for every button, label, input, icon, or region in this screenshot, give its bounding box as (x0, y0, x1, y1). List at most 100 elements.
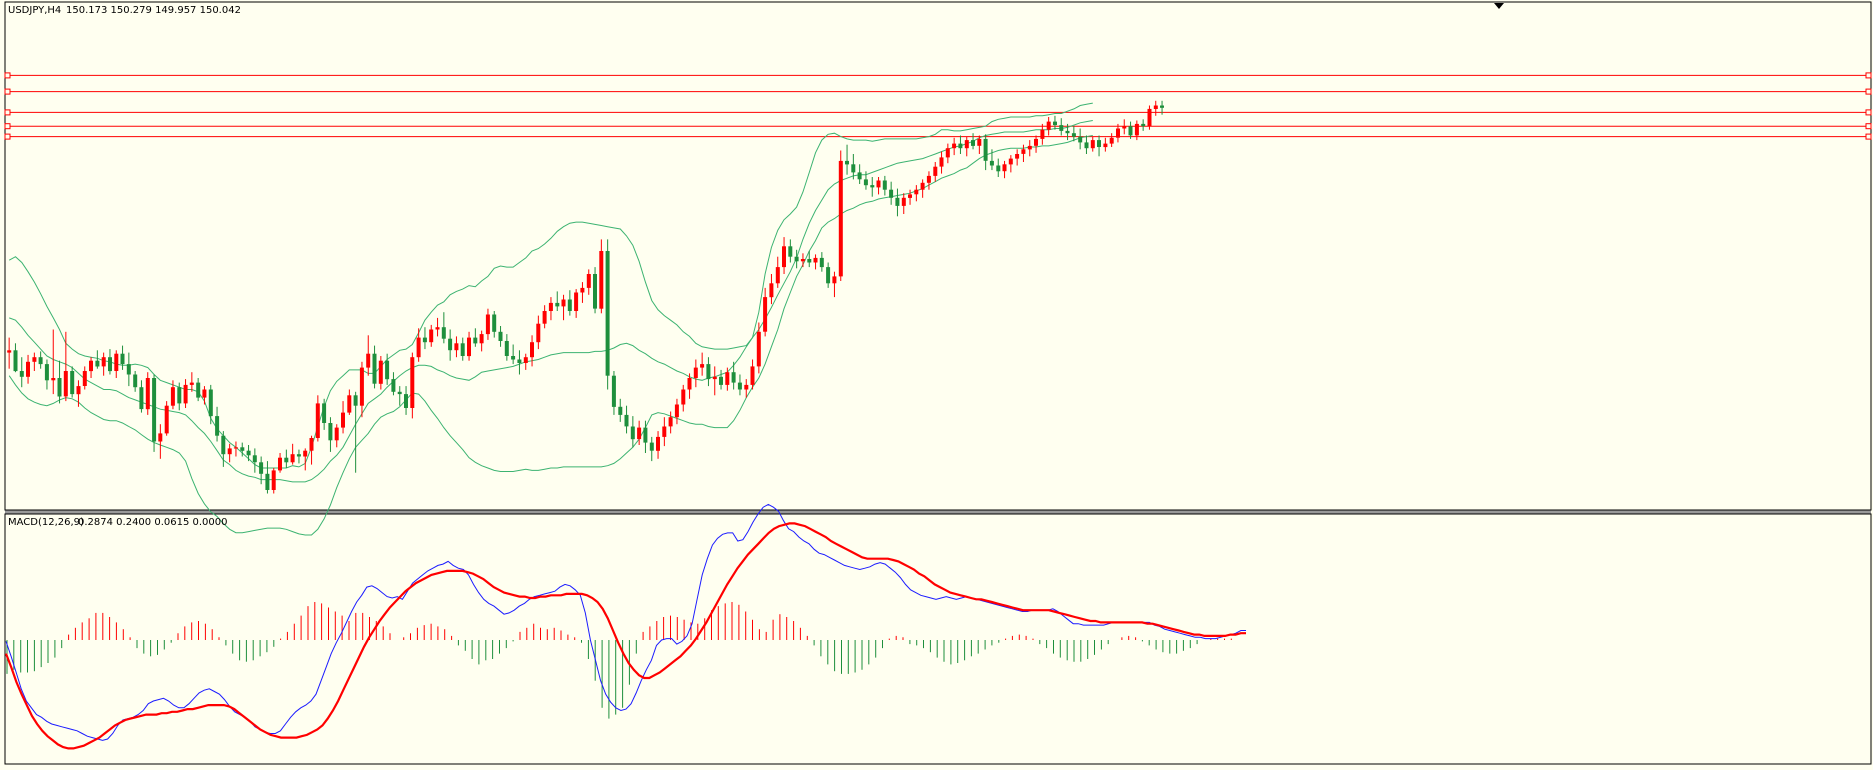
candle (819, 252, 824, 272)
candle (1015, 149, 1020, 166)
candle (782, 237, 786, 274)
candle-body (1034, 138, 1038, 146)
candle (391, 372, 396, 396)
candle-body (164, 405, 169, 434)
candle-body (82, 371, 87, 386)
level-handle-right (1865, 123, 1872, 130)
candle (706, 357, 711, 387)
candle-body (51, 378, 56, 381)
candle-body (1015, 154, 1020, 159)
candle-body (687, 378, 692, 390)
candle-body (1147, 108, 1152, 127)
candle-body (775, 267, 780, 284)
candle-body (914, 189, 919, 195)
candle-body (63, 371, 68, 397)
candle-body (1128, 126, 1133, 136)
candle-body (895, 197, 900, 206)
candle (38, 351, 43, 369)
candle (82, 366, 87, 390)
candle (744, 379, 749, 398)
candle (681, 384, 686, 412)
candle (977, 135, 982, 154)
candle-body (1109, 137, 1114, 144)
candle (1153, 100, 1158, 116)
candle-body (542, 311, 547, 324)
candle-body (630, 426, 635, 440)
candle-body (939, 157, 944, 167)
candle (605, 239, 610, 390)
candle (202, 386, 207, 405)
candle-body (170, 387, 175, 406)
candle (1090, 136, 1095, 152)
candle (385, 353, 390, 385)
candle-body (347, 395, 352, 413)
candle-body (693, 367, 698, 378)
candle-body (108, 357, 112, 372)
candle (611, 371, 616, 415)
candle (548, 297, 553, 321)
candle-body (712, 376, 717, 380)
candle (460, 337, 465, 361)
candle-body (139, 387, 144, 410)
candle (649, 436, 654, 462)
candle (863, 171, 868, 190)
candle (416, 328, 421, 362)
candle (309, 435, 314, 465)
candle-body (706, 364, 711, 380)
candle (1053, 115, 1057, 130)
main-chart-pane[interactable] (4, 72, 1872, 536)
candle (983, 134, 988, 171)
candle-body (473, 337, 478, 344)
candle (359, 361, 364, 418)
candle-body (971, 140, 975, 146)
candle (170, 380, 175, 410)
candle (183, 379, 188, 408)
candle (467, 331, 471, 361)
candle (7, 337, 12, 369)
candle-body (183, 384, 188, 404)
candle-body (977, 138, 982, 146)
candle (555, 291, 560, 311)
candle (1084, 135, 1089, 154)
candle (800, 253, 805, 268)
candle-body (1078, 136, 1083, 143)
candle (687, 373, 692, 399)
candle (51, 329, 56, 395)
candle (908, 189, 912, 205)
candle (208, 384, 213, 425)
candle (725, 367, 730, 391)
chart-shift-triangle-icon[interactable] (1494, 3, 1504, 9)
candle-body (719, 376, 723, 385)
candle (643, 420, 648, 453)
candle (126, 352, 131, 387)
candle (945, 143, 950, 164)
bollinger-middle-line (9, 120, 1093, 483)
candle (189, 372, 194, 392)
candle-body (397, 391, 402, 395)
candle-body (599, 251, 604, 309)
candle-body (580, 287, 585, 293)
candle (120, 345, 125, 370)
candle (57, 360, 62, 404)
candle (1021, 144, 1026, 162)
candle (63, 331, 68, 402)
candle (303, 448, 308, 471)
candle (1134, 120, 1139, 141)
candle-body (215, 416, 220, 436)
candle (101, 352, 106, 376)
candle-body (530, 342, 534, 358)
macd-values: 0.2874 0.2400 0.0615 0.0000 (78, 517, 228, 528)
candle-body (1040, 129, 1045, 139)
candle-body (435, 327, 440, 330)
candle (574, 289, 579, 318)
candle-body (429, 329, 434, 343)
candle-body (460, 343, 465, 356)
candle-body (315, 403, 320, 438)
macd-pane[interactable] (4, 503, 1246, 750)
candle (769, 274, 774, 305)
candle-body (233, 447, 238, 449)
candle (479, 330, 484, 352)
candle-body (744, 384, 749, 390)
candle (284, 449, 289, 468)
